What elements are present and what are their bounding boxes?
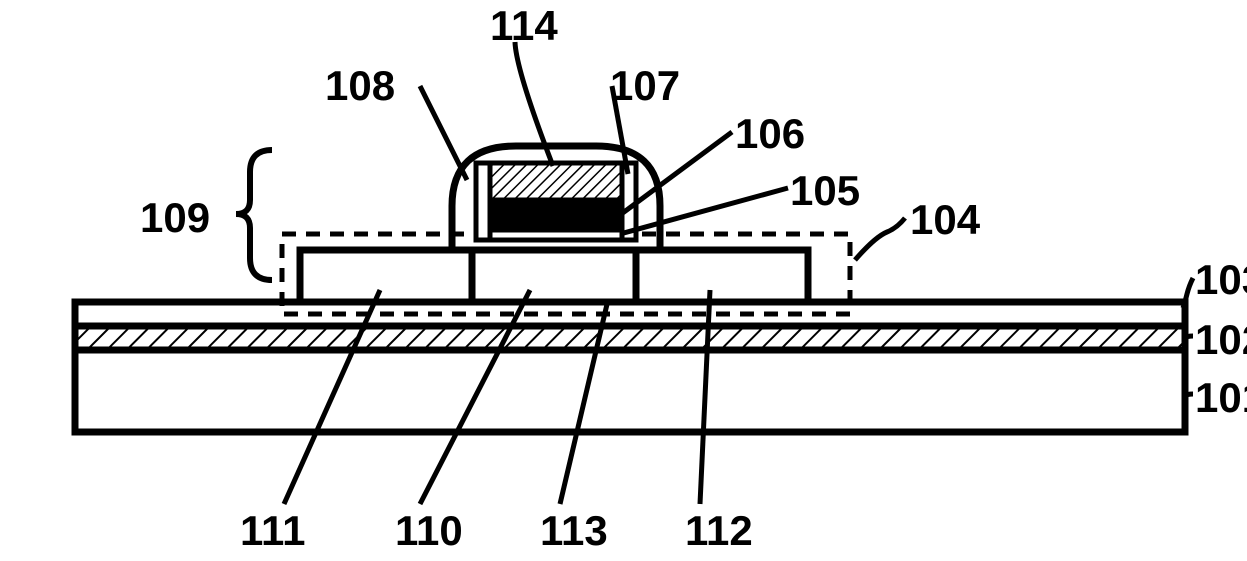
region-112	[636, 250, 808, 302]
label-113: 113	[540, 507, 608, 554]
sidewall-107-left	[476, 163, 490, 240]
layer-106	[490, 200, 622, 230]
label-111: 111	[240, 507, 305, 554]
label-101: 101	[1195, 374, 1247, 421]
layer-114	[490, 163, 622, 200]
layer-102	[75, 326, 1185, 350]
label-107: 107	[610, 62, 680, 109]
region-110	[472, 250, 636, 302]
label-114: 114	[490, 2, 558, 49]
label-108: 108	[325, 62, 395, 109]
label-106: 106	[735, 110, 805, 157]
cross-section-diagram: 114 108 107 106 105 104 103 102 101 109 …	[0, 0, 1247, 561]
layer-101	[75, 350, 1185, 432]
label-112: 112	[685, 507, 753, 554]
region-111	[300, 250, 472, 302]
label-105: 105	[790, 167, 860, 214]
label-102: 102	[1195, 316, 1247, 363]
label-104: 104	[910, 196, 981, 243]
label-110: 110	[395, 507, 463, 554]
bracket-109	[236, 150, 272, 280]
label-109: 109	[140, 194, 210, 241]
label-103: 103	[1195, 256, 1247, 303]
